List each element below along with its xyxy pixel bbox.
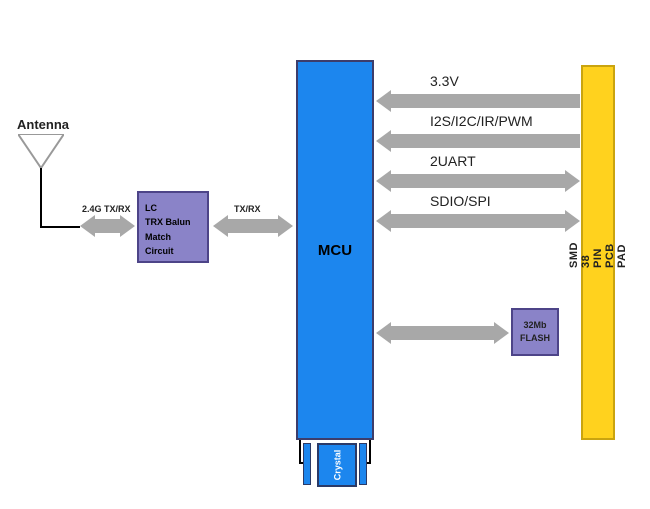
pcb-pad-block: SMD 38 PIN PCB PAD bbox=[581, 65, 615, 440]
flash-line2: FLASH bbox=[520, 332, 550, 345]
arrow-antenna-balun bbox=[80, 215, 135, 237]
bus-label-3: SDIO/SPI bbox=[430, 193, 491, 209]
balun-line1: LC bbox=[145, 201, 201, 215]
mcu-block: MCU bbox=[296, 60, 374, 440]
pcb-pad-label: SMD 38 PIN PCB PAD bbox=[568, 238, 628, 268]
antenna-feed bbox=[40, 226, 80, 228]
crystal-stripe-left bbox=[303, 443, 311, 485]
bus-arrow-1 bbox=[376, 130, 580, 152]
balun-line2: TRX Balun bbox=[145, 215, 201, 229]
balun-line3: Match Circuit bbox=[145, 230, 201, 259]
label-balun-mcu: TX/RX bbox=[234, 204, 261, 214]
balun-block: LC TRX Balun Match Circuit bbox=[137, 191, 209, 263]
bus-label-2: 2UART bbox=[430, 153, 476, 169]
crystal-block: Crystal bbox=[303, 443, 367, 483]
crystal-wire-right-v bbox=[369, 440, 371, 464]
crystal-label: Crystal bbox=[332, 450, 342, 481]
mcu-label: MCU bbox=[318, 242, 352, 259]
bus-arrow-3 bbox=[376, 210, 580, 232]
antenna-stem bbox=[40, 168, 42, 228]
bus-arrow-0 bbox=[376, 90, 580, 112]
antenna-icon bbox=[18, 134, 64, 170]
label-antenna-balun: 2.4G TX/RX bbox=[82, 204, 131, 214]
flash-line1: 32Mb bbox=[520, 319, 550, 332]
arrow-balun-mcu bbox=[213, 215, 293, 237]
arrow-mcu-flash bbox=[376, 322, 509, 344]
bus-arrow-2 bbox=[376, 170, 580, 192]
antenna-label: Antenna bbox=[17, 117, 69, 132]
crystal-core: Crystal bbox=[317, 443, 357, 487]
crystal-stripe-right bbox=[359, 443, 367, 485]
crystal-wire-left-v bbox=[299, 440, 301, 464]
flash-block: 32Mb FLASH bbox=[511, 308, 559, 356]
bus-label-1: I2S/I2C/IR/PWM bbox=[430, 113, 533, 129]
bus-label-0: 3.3V bbox=[430, 73, 459, 89]
